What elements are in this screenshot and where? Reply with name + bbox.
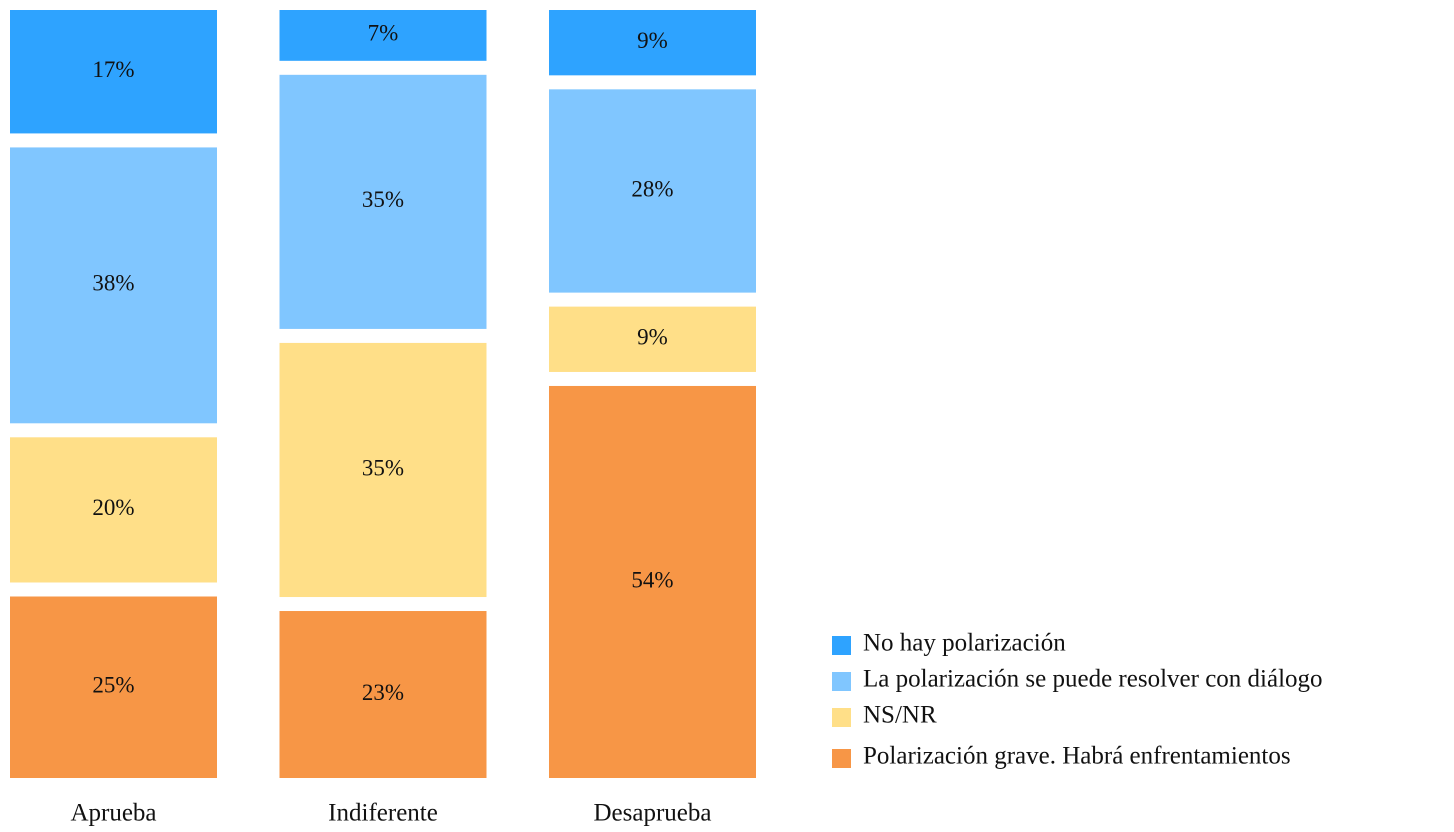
value-label: 17% [92,57,134,82]
bar-segment [549,385,756,778]
bar-segment [549,10,756,76]
value-label: 20% [92,495,134,520]
bar-segment [549,89,756,293]
bar-segment [10,596,217,778]
value-label: 54% [631,567,673,592]
legend-label: No hay polarización [863,630,1066,657]
legend-swatch [832,749,851,768]
bar-segment [10,437,217,583]
value-label: 7% [368,21,399,46]
value-label: 28% [631,176,673,201]
value-label: 9% [637,28,668,53]
bar-segment [279,342,487,598]
value-label: 35% [362,455,404,480]
x-tick-label: Desaprueba [594,800,712,827]
bar-segment [279,74,487,329]
legend-swatch [832,636,851,655]
legend-swatch [832,672,851,691]
value-label: 9% [637,325,668,350]
legend-swatch [832,708,851,727]
legend-label: La polarización se puede resolver con di… [863,666,1323,693]
bar-segment [10,10,217,134]
value-label: 35% [362,187,404,212]
value-label: 23% [362,680,404,705]
x-tick-label: Aprueba [70,800,156,827]
value-label: 25% [92,673,134,698]
legend-label: NS/NR [863,702,937,729]
bar-segment [279,611,487,778]
value-label: 38% [92,271,134,296]
x-tick-label: Indiferente [328,800,438,827]
legend-label: Polarización grave. Habrá enfrentamiento… [863,743,1291,770]
bar-segment [10,147,217,424]
bar-segment [549,306,756,372]
bar-segment [279,10,487,61]
